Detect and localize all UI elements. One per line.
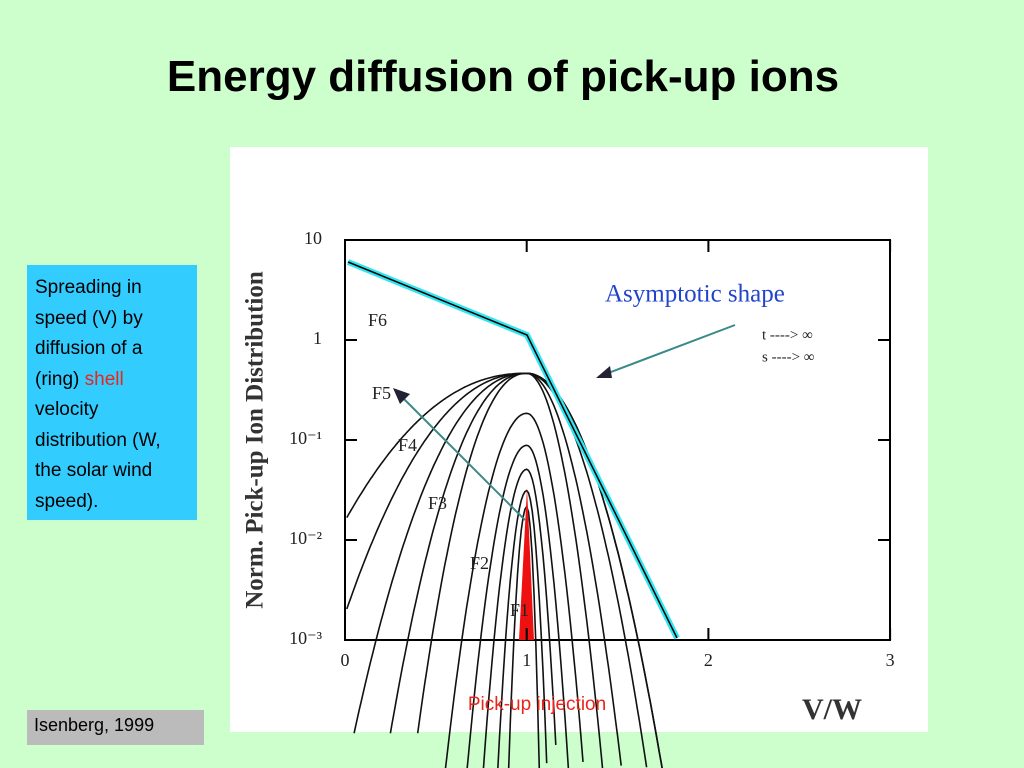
distribution-curve xyxy=(416,372,604,768)
injection-spike xyxy=(519,488,534,640)
note-highlight: shell xyxy=(84,368,124,390)
note-text: Spreading in speed (V) by diffusion of a… xyxy=(35,277,143,390)
asymptote-label: Asymptotic shape xyxy=(605,281,785,308)
source-box: Isenberg, 1999 xyxy=(27,710,204,745)
x-tick-label: 3 xyxy=(886,650,895,670)
arrow-head xyxy=(596,366,612,378)
distribution-curve xyxy=(466,444,570,768)
distribution-curve xyxy=(346,372,663,768)
y-tick-label: 10 xyxy=(304,228,322,248)
x-axis-label: V/W xyxy=(802,693,862,726)
asymptotic-curve-outline xyxy=(347,261,678,639)
limit-label: t ----> ∞ xyxy=(762,327,813,343)
distribution-curve xyxy=(353,372,648,768)
injection-label: Pick-up injection xyxy=(468,694,606,715)
y-tick-label: 10⁻³ xyxy=(289,628,323,648)
distribution-curve xyxy=(482,468,557,768)
asymptote-arrow xyxy=(602,324,736,376)
x-tick-label: 1 xyxy=(522,650,531,670)
limit-label: s ----> ∞ xyxy=(762,349,814,365)
distribution-curve xyxy=(444,412,584,768)
curve-label: F1 xyxy=(510,600,529,620)
curve-label: F4 xyxy=(398,435,417,455)
curves xyxy=(346,372,663,768)
y-tick-label: 10⁻¹ xyxy=(289,428,322,448)
curve-label: F5 xyxy=(372,383,391,403)
y-axis-label: Norm. Pick-up Ion Distribution xyxy=(242,271,269,609)
arrow-head xyxy=(393,388,410,404)
distribution-curve xyxy=(389,372,622,766)
slide-title: Energy diffusion of pick-up ions xyxy=(166,52,840,101)
curve-label: F3 xyxy=(428,493,447,513)
diffusion-arrow xyxy=(399,394,526,521)
note-text: velocity distribution (W, the solar wind… xyxy=(35,399,161,512)
distribution-curve xyxy=(497,489,548,768)
y-tick-label: 10⁻² xyxy=(289,528,322,548)
note-box: Spreading in speed (V) by diffusion of a… xyxy=(27,265,197,520)
x-tick-label: 2 xyxy=(704,650,713,670)
curve-label: F6 xyxy=(368,310,387,330)
distribution-curve xyxy=(507,504,541,768)
y-tick-label: 1 xyxy=(313,328,322,348)
x-tick-label: 0 xyxy=(341,650,350,670)
curve-label: F2 xyxy=(470,553,489,573)
